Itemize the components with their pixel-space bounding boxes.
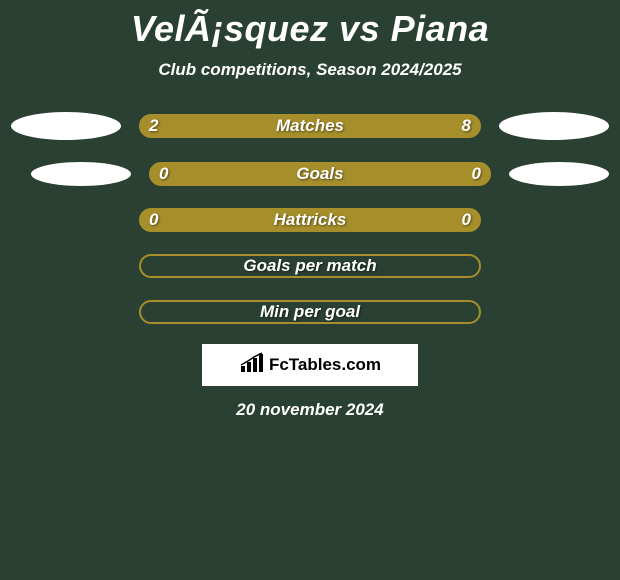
bar-val-left: 0 <box>149 210 158 230</box>
stat-bar: Goals0 0 <box>149 162 491 186</box>
comparison-card: VelÃ¡squez vs Piana Club competitions, S… <box>0 0 620 420</box>
bar-label: Hattricks <box>139 210 481 230</box>
stat-bar: Min per goal <box>139 300 481 324</box>
bar-val-left: 0 <box>159 164 168 184</box>
stat-bar: Matches2 8 <box>139 114 481 138</box>
bar-val-right: 0 <box>462 210 471 230</box>
stat-bar: Goals per match <box>139 254 481 278</box>
left-spacer <box>11 312 121 313</box>
stat-row: Goals per match <box>0 254 620 278</box>
stat-row: Min per goal <box>0 300 620 324</box>
right-spacer <box>499 266 609 267</box>
left-ellipse <box>31 162 131 186</box>
stat-bar: Hattricks0 0 <box>139 208 481 232</box>
right-ellipse <box>509 162 609 186</box>
bar-label: Min per goal <box>141 302 479 322</box>
page-title: VelÃ¡squez vs Piana <box>131 8 489 50</box>
stat-row: Goals0 0 <box>0 162 620 186</box>
bar-val-right: 0 <box>472 164 481 184</box>
left-spacer <box>11 266 121 267</box>
bar-label: Matches <box>139 116 481 136</box>
bar-val-left: 2 <box>149 116 158 136</box>
bar-label: Goals per match <box>141 256 479 276</box>
right-ellipse <box>499 112 609 140</box>
stat-row: Matches2 8 <box>0 112 620 140</box>
subtitle: Club competitions, Season 2024/2025 <box>158 60 461 80</box>
bar-label: Goals <box>149 164 491 184</box>
right-spacer <box>499 312 609 313</box>
stat-row: Hattricks0 0 <box>0 208 620 232</box>
left-spacer <box>11 220 121 221</box>
logo-chart-icon <box>239 352 265 379</box>
logo-box: FcTables.com <box>202 344 418 386</box>
bars-host: Matches28Goals00Hattricks00Goals per mat… <box>0 112 620 346</box>
right-spacer <box>499 220 609 221</box>
left-ellipse <box>11 112 121 140</box>
bar-val-right: 8 <box>462 116 471 136</box>
logo-text: FcTables.com <box>269 355 381 375</box>
date-text: 20 november 2024 <box>236 400 383 420</box>
